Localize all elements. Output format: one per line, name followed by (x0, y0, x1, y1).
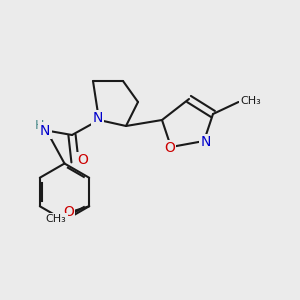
Text: CH₃: CH₃ (46, 214, 67, 224)
Text: H: H (34, 118, 44, 132)
Text: O: O (164, 142, 175, 155)
Text: N: N (200, 136, 211, 149)
Text: N: N (92, 112, 103, 125)
Text: CH₃: CH₃ (240, 95, 261, 106)
Text: O: O (63, 205, 74, 219)
Text: N: N (40, 124, 50, 137)
Text: O: O (77, 154, 88, 167)
